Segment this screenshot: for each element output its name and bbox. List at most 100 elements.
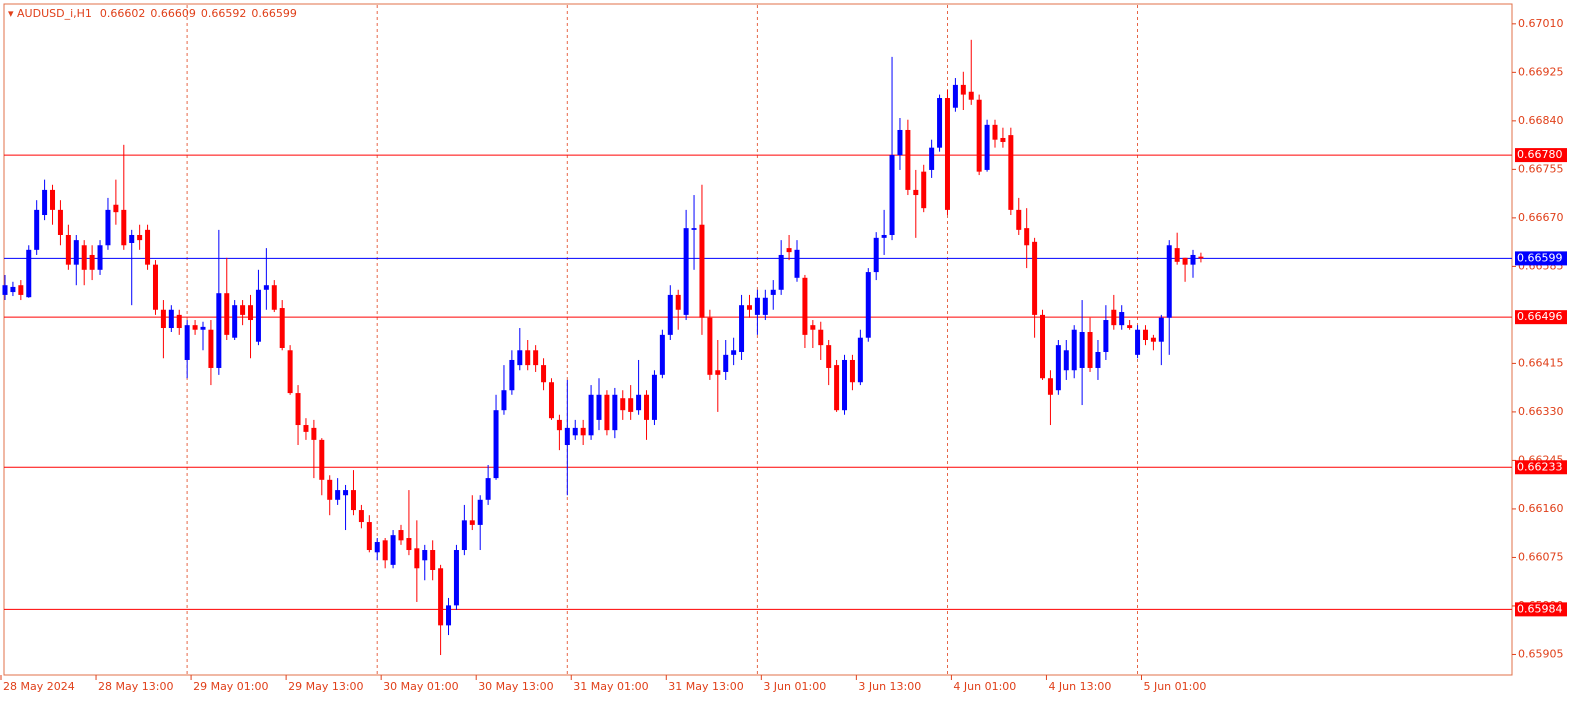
candle-body xyxy=(390,535,396,565)
candle-body xyxy=(572,427,578,436)
candle-body xyxy=(446,605,452,626)
candle-body xyxy=(1071,329,1077,371)
candle-body xyxy=(406,538,412,551)
candle-body xyxy=(517,350,523,366)
candle-body xyxy=(691,228,697,230)
candle-body xyxy=(596,394,602,420)
candle-body xyxy=(802,277,808,335)
candle-body xyxy=(1095,351,1101,368)
candle-body xyxy=(762,297,768,315)
level-label-box xyxy=(1515,148,1567,163)
candle-body xyxy=(335,490,341,500)
candle-body xyxy=(556,419,562,431)
level-label: 0.66496 xyxy=(1517,310,1563,323)
candle-body xyxy=(976,99,982,172)
candle-body xyxy=(842,359,848,411)
candle-body xyxy=(1166,245,1172,318)
candle-body xyxy=(453,550,459,606)
header-low: 0.66592 xyxy=(201,7,247,20)
candle-body xyxy=(216,293,222,368)
candle-body xyxy=(160,309,166,329)
header-open: 0.66602 xyxy=(100,7,146,20)
candle-body xyxy=(97,245,103,270)
candle-body xyxy=(1127,325,1133,329)
candle-body xyxy=(921,171,927,209)
candle-body xyxy=(778,254,784,290)
level-label-box xyxy=(1515,310,1567,325)
candle-body xyxy=(826,345,832,368)
level-label: 0.65984 xyxy=(1517,602,1563,615)
candle-body xyxy=(113,204,119,213)
candle-body xyxy=(873,237,879,273)
header-marker: ▾ xyxy=(8,7,17,20)
candle-body xyxy=(865,272,871,338)
y-tick-label: 0.66160 xyxy=(1518,502,1564,515)
candle-body xyxy=(1079,332,1085,368)
candle-body xyxy=(303,425,309,432)
x-tick-label: 31 May 01:00 xyxy=(573,680,648,693)
candle-body xyxy=(10,286,16,293)
candle-body xyxy=(651,374,657,420)
candle-body xyxy=(168,309,174,329)
candle-body xyxy=(675,294,681,310)
candle-body xyxy=(818,329,824,346)
candle-body xyxy=(683,228,689,315)
candle-body xyxy=(984,124,990,170)
y-tick-label: 0.66075 xyxy=(1518,550,1564,563)
candle-body xyxy=(1174,248,1180,262)
candle-body xyxy=(604,394,610,431)
candle-body xyxy=(184,325,190,360)
candle-body xyxy=(937,98,943,148)
candle-body xyxy=(50,189,56,210)
candle-body xyxy=(1032,241,1038,315)
candle-body xyxy=(754,297,760,315)
candle-body xyxy=(358,510,364,523)
y-tick-label: 0.66415 xyxy=(1518,356,1564,369)
candle-body xyxy=(786,248,792,253)
candle-body xyxy=(263,285,269,290)
candle-body xyxy=(628,398,634,412)
candle-body xyxy=(612,394,618,431)
chart-header: ▾ AUDUSD_i,H1 0.66602 0.66609 0.66592 0.6659… xyxy=(8,7,297,20)
candle-body xyxy=(1087,332,1093,368)
candle-body xyxy=(897,129,903,156)
candle-body xyxy=(810,325,816,330)
last-price-box xyxy=(1515,251,1567,266)
y-tick-label: 0.66670 xyxy=(1518,211,1564,224)
candle-body xyxy=(1016,209,1022,230)
candle-body xyxy=(992,124,998,140)
candle-body xyxy=(382,540,388,561)
candle-body xyxy=(1008,135,1014,210)
candle-body xyxy=(944,98,950,210)
candle-body xyxy=(1103,320,1109,352)
candle-body xyxy=(541,365,547,383)
chart-title: AUDUSD_i,H1 xyxy=(17,7,92,20)
candle-body xyxy=(350,490,356,511)
candle-body xyxy=(913,189,919,196)
candle-body xyxy=(493,410,499,479)
candle-body xyxy=(1040,314,1046,379)
x-tick-label: 30 May 01:00 xyxy=(383,680,458,693)
level-label: 0.66233 xyxy=(1517,460,1563,473)
candle-body xyxy=(501,390,507,411)
candle-body xyxy=(889,155,895,235)
level-label: 0.66780 xyxy=(1517,148,1563,161)
candle-body xyxy=(667,294,673,335)
candle-body xyxy=(129,234,135,243)
candle-body xyxy=(1047,378,1053,395)
candle-body xyxy=(224,293,230,335)
candle-body xyxy=(715,370,721,375)
candle-body xyxy=(208,329,214,368)
candle-body xyxy=(659,334,665,375)
candle-body xyxy=(1055,345,1061,391)
candle-body xyxy=(89,254,95,270)
candle-body xyxy=(192,325,198,330)
header-high: 0.66609 xyxy=(150,7,196,20)
candle-body xyxy=(485,478,491,500)
candle-body xyxy=(469,520,475,525)
level-label-box xyxy=(1515,602,1567,617)
candle-body xyxy=(770,289,776,295)
candle-body xyxy=(857,337,863,383)
y-tick-label: 0.65905 xyxy=(1518,647,1564,660)
